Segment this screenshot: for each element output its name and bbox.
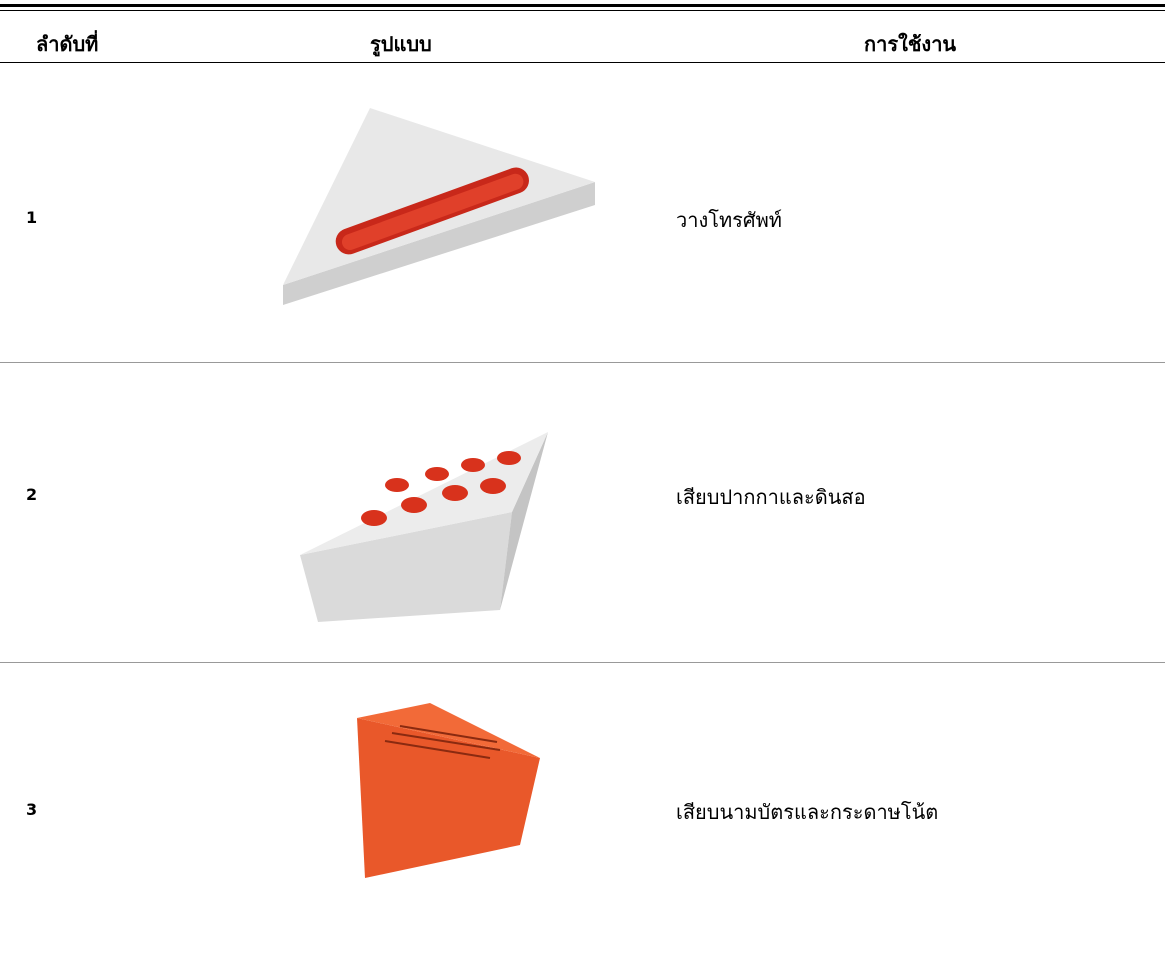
header-cell: รูปแบบ — [370, 32, 432, 56]
card-holder — [357, 703, 540, 878]
usage: วางโทรศัพท์ — [676, 208, 782, 232]
row-rule — [0, 662, 1165, 663]
usage: เสียบปากกาและดินสอ — [676, 485, 866, 509]
usage: เสียบนามบัตรและกระดาษโน้ต — [676, 800, 939, 824]
top-rule — [0, 10, 1165, 11]
header-cell: การใช้งาน — [864, 32, 957, 56]
top-rule — [0, 4, 1165, 7]
row-number: 1 — [26, 208, 38, 227]
row-number: 3 — [26, 800, 38, 819]
pen-holder — [300, 432, 548, 622]
header-rule — [0, 62, 1165, 63]
row-number: 2 — [26, 485, 38, 504]
row-rule — [0, 362, 1165, 363]
header-cell: ลำดับที่ — [36, 32, 99, 56]
phone-stand — [283, 108, 595, 305]
